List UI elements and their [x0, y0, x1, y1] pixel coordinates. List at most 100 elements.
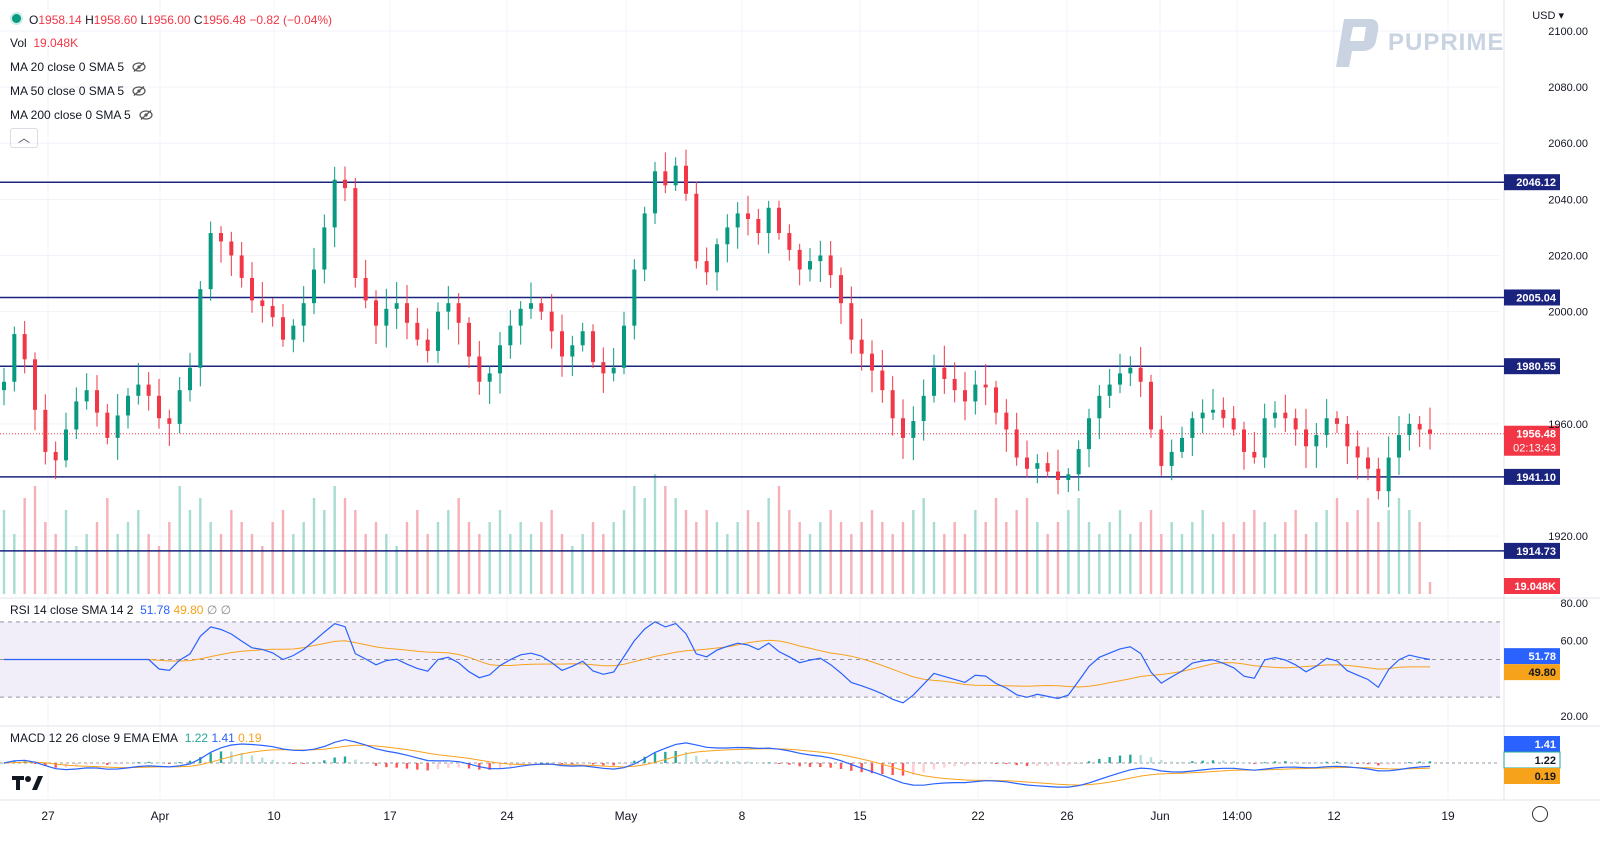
candle-body [1293, 418, 1298, 430]
hidden-eye-icon[interactable] [132, 86, 146, 96]
hidden-eye-icon[interactable] [139, 110, 153, 120]
candle-body [1056, 471, 1060, 480]
macd-histogram-bar [581, 763, 584, 764]
macd-histogram-bar [974, 763, 977, 765]
macd-histogram-bar [912, 763, 915, 775]
candle-body [859, 339, 864, 354]
ma20-legend[interactable]: MA 20 close 0 SMA 5 [10, 60, 146, 74]
macd-value-tag [1504, 768, 1560, 784]
macd-histogram-bar [612, 763, 615, 766]
tradingview-logo-icon[interactable] [12, 774, 44, 795]
volume-bar [1025, 498, 1029, 594]
volume-bar [230, 510, 233, 594]
volume-bar [839, 522, 843, 594]
volume-bar [653, 474, 657, 594]
macd-histogram-bar [199, 757, 202, 763]
candle-body [177, 390, 182, 424]
candlesticks [2, 149, 1432, 508]
rsi-tick-label: 60.00 [1560, 636, 1588, 648]
rsi-sma-line [4, 639, 1430, 688]
volume-bar [695, 522, 698, 594]
volume-bar [571, 546, 574, 594]
rsi-pane: 51.78 49.80 [0, 621, 1560, 704]
candle-body [1314, 435, 1319, 447]
volume-bar [281, 510, 285, 594]
macd-histogram-bar [395, 763, 398, 768]
macd-histogram-bar [1408, 762, 1411, 764]
volume-bar [354, 510, 357, 594]
macd-histogram-bar [1108, 757, 1111, 763]
candle-body [1138, 367, 1143, 382]
candle-body [301, 303, 306, 326]
volume-bar [1077, 498, 1080, 594]
macd-histogram-bar [963, 763, 967, 766]
macd-histogram-bar [736, 761, 739, 763]
macd-histogram-bar [1253, 763, 1256, 764]
settings-gear-icon[interactable] [1532, 806, 1548, 822]
candle-body [870, 353, 874, 371]
macd-histogram-bar [839, 763, 843, 769]
candle-body [983, 384, 988, 388]
hidden-eye-icon[interactable] [132, 62, 146, 72]
volume-bar [209, 522, 212, 594]
macd-histogram-bar [819, 763, 822, 768]
macd-histogram-bar [54, 763, 57, 768]
volume-bar [757, 522, 760, 594]
ma200-legend[interactable]: MA 200 close 0 SMA 5 [10, 108, 153, 122]
rsi-value-tag [1504, 648, 1560, 665]
level-tag [1504, 289, 1560, 306]
volume-bar [1046, 534, 1049, 594]
time-tick-label: 24 [500, 809, 514, 823]
candle-body [766, 207, 771, 234]
candle-body [12, 334, 17, 382]
volume-bar [385, 534, 388, 594]
volume-bar [1015, 510, 1018, 594]
volume-bar [1108, 522, 1111, 594]
macd-histogram-bar [498, 763, 502, 769]
candle-body [828, 255, 833, 276]
volume-bar [943, 534, 946, 594]
candle-body [477, 356, 482, 382]
volume-bar [106, 498, 109, 594]
volume-bar [1304, 534, 1308, 594]
candle-body [1035, 463, 1040, 469]
time-tick-label: 12 [1327, 809, 1341, 823]
candle-body [456, 303, 461, 323]
candle-body [436, 311, 440, 351]
macd-histogram-bar [1170, 761, 1173, 763]
currency-selector[interactable]: USD ▾ [1532, 10, 1564, 22]
puprime-logo-icon [1336, 19, 1379, 67]
candle-body [157, 395, 161, 419]
last-price-tag [1504, 425, 1560, 456]
candle-body [973, 384, 978, 402]
time-tick-label: 22 [971, 809, 985, 823]
volume-bar [591, 522, 595, 594]
volume-bar [116, 534, 119, 594]
macd-histogram-bar [1180, 761, 1184, 763]
volume-bar [323, 510, 326, 594]
macd-histogram-bar [1294, 761, 1297, 763]
volume-bar [602, 534, 605, 594]
volume-bar [860, 522, 863, 594]
collapse-legend-button[interactable]: ︿ [10, 128, 38, 148]
volume-bar [1346, 522, 1349, 594]
candle-body [1190, 418, 1195, 438]
volume-bar [1211, 534, 1215, 594]
macd-histogram-bar [715, 760, 719, 763]
macd-histogram-bar [726, 761, 729, 763]
macd-histogram-bar [312, 762, 316, 764]
candle-body [942, 367, 947, 379]
macd-legend: MACD 12 26 close 9 EMA EMA 1.22 1.41 0.1… [10, 731, 262, 745]
volume-bar [705, 510, 708, 594]
macd-value-tag [1504, 736, 1560, 752]
macd-histogram-bar [1036, 763, 1039, 766]
candle-body [1045, 463, 1050, 472]
macd-histogram-bar [1025, 763, 1029, 766]
ma50-legend[interactable]: MA 50 close 0 SMA 5 [10, 84, 146, 98]
macd-histogram-bar [209, 753, 212, 763]
macd-histogram-bar [250, 755, 254, 763]
macd-histogram-bar [932, 763, 936, 770]
macd-histogram-bar [1129, 754, 1132, 763]
price-tick-label: 1960.00 [1548, 419, 1588, 431]
